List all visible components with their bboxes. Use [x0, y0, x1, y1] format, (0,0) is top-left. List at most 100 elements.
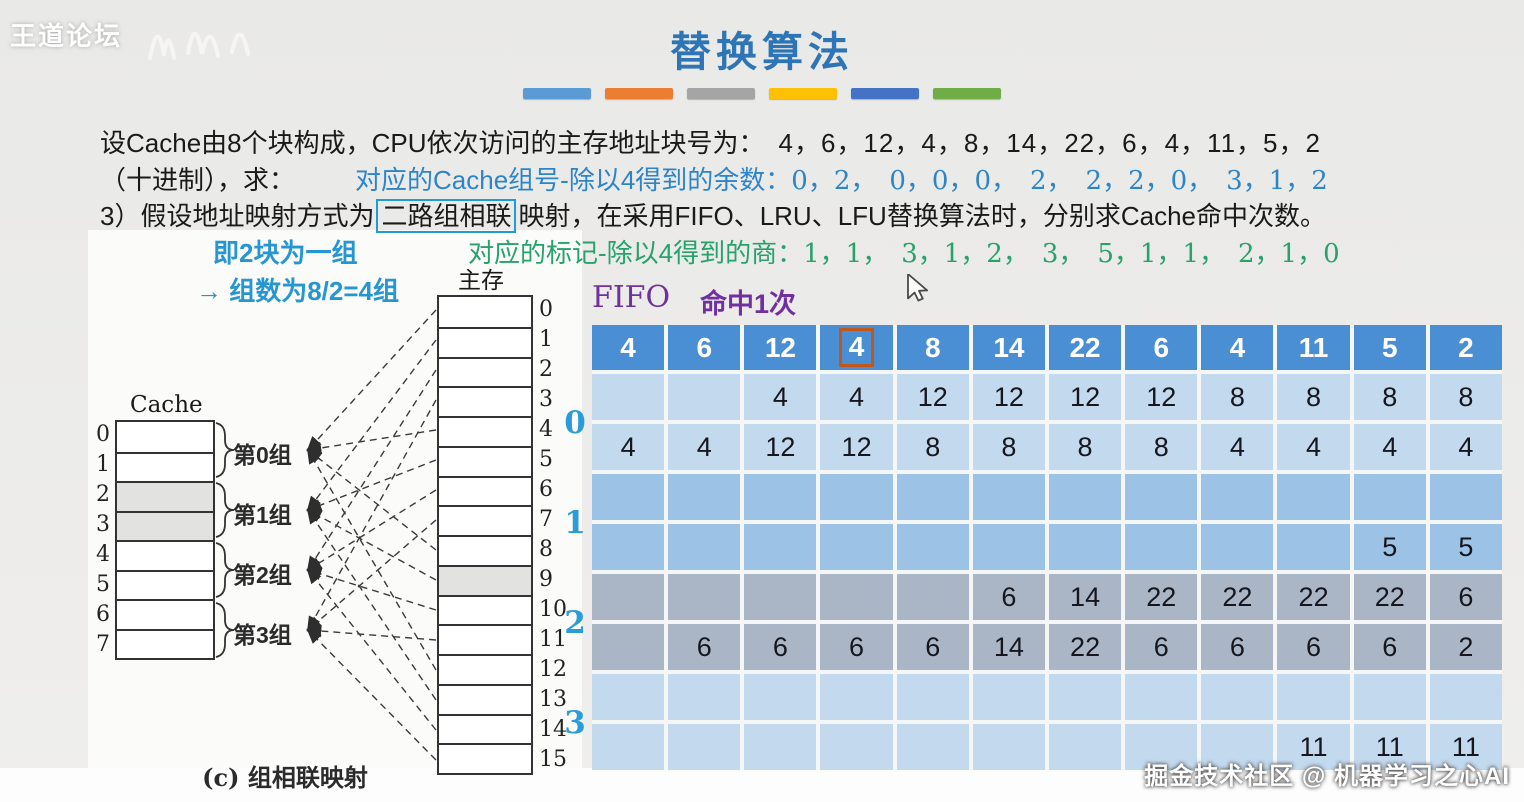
fifo-header-cell: 4 — [820, 325, 893, 370]
cache-row-number: 1 — [96, 452, 110, 477]
memory-label: 主存 — [458, 267, 504, 293]
cache-row-number: 7 — [96, 632, 110, 657]
fifo-cell — [1125, 474, 1198, 520]
fifo-cell: 4 — [592, 424, 665, 470]
memory-row-number: 4 — [539, 417, 553, 442]
fifo-cell — [1048, 524, 1122, 570]
memory-row-number: 5 — [539, 447, 553, 472]
cache-block-row — [117, 628, 213, 659]
tag-formula-label: 对应的标记-除以4得到的商： — [468, 238, 804, 268]
diagram-caption: (c) 组相联映射 — [202, 763, 368, 792]
fifo-cell — [1353, 674, 1426, 720]
fifo-cell — [1429, 474, 1502, 520]
tag-numbers: 1，1， 3，1，2， 3， 5，1，1， 2，1，0 — [803, 239, 1340, 269]
fifo-cell — [592, 574, 665, 620]
memory-row-number: 1 — [539, 327, 553, 352]
fifo-cell: 8 — [1125, 424, 1198, 470]
fifo-cell — [1048, 674, 1122, 720]
problem-line-3: 3）假设地址映射方式为 二路组相联 映射，在采用FIFO、LRU、LFU替换算法时，… — [100, 196, 1326, 233]
watermark-wangdao: 王道论坛 — [10, 21, 123, 51]
memory-box — [437, 295, 533, 775]
fifo-cell — [972, 524, 1045, 570]
fifo-cell — [668, 474, 741, 520]
fifo-cell: 12 — [744, 424, 817, 470]
memory-block-row — [439, 535, 531, 565]
fifo-cell — [1429, 674, 1502, 720]
accent-bar — [605, 88, 673, 99]
fifo-cell — [1201, 674, 1274, 720]
memory-row-number: 3 — [539, 387, 553, 412]
memory-block-row — [439, 564, 531, 595]
fifo-cell: 6 — [820, 624, 893, 670]
fifo-cell: 11 — [1429, 724, 1502, 770]
fifo-cell — [972, 674, 1045, 720]
fifo-cell: 6 — [896, 624, 969, 670]
fifo-cell: 5 — [1353, 524, 1426, 570]
fifo-cell: 6 — [668, 624, 741, 670]
accent-bar — [851, 88, 919, 99]
memory-row-number: 12 — [539, 657, 567, 682]
page-title: 替换算法 — [670, 28, 854, 76]
fifo-cell — [744, 574, 817, 620]
fifo-cell: 6 — [1125, 624, 1198, 670]
set-index-label: 1 — [564, 505, 586, 541]
fifo-cell — [820, 574, 893, 620]
problem-line1-text: 设Cache由8个块构成，CPU依次访问的主存地址块号为： — [100, 128, 765, 158]
fifo-cell — [1201, 474, 1274, 520]
fifo-cell: 2 — [1429, 624, 1502, 670]
mouse-cursor-icon — [907, 274, 929, 302]
fifo-cell — [592, 724, 665, 770]
fifo-cell — [1125, 724, 1198, 770]
problem-line-2: （十进制），求： 对应的Cache组号-除以4得到的余数：0，2， 0，0，0， … — [100, 160, 1328, 197]
fifo-cell: 6 — [1201, 624, 1274, 670]
memory-row-number: 8 — [539, 537, 553, 562]
fifo-cell: 6 — [1353, 624, 1426, 670]
fifo-cell: 8 — [1201, 374, 1274, 420]
fifo-cell — [896, 674, 969, 720]
fifo-cell: 4 — [1353, 424, 1426, 470]
note-set-count: → 组数为8/2=4组 — [196, 276, 400, 306]
memory-row-number: 13 — [539, 687, 567, 712]
problem-line3-prefix: 3）假设地址映射方式为 — [100, 201, 375, 231]
fifo-cell — [744, 474, 817, 520]
memory-row-number: 15 — [539, 747, 567, 772]
fifo-cell — [820, 724, 893, 770]
mapping-type-box: 二路组相联 — [376, 199, 517, 233]
fifo-cell: 22 — [1201, 574, 1274, 620]
accent-bars — [0, 88, 1524, 99]
fifo-cell: 22 — [1125, 574, 1198, 620]
fifo-cell: 8 — [1429, 374, 1502, 420]
memory-row-number: 7 — [539, 507, 553, 532]
fifo-cell — [820, 524, 893, 570]
fifo-header-cell: 6 — [668, 325, 741, 370]
fifo-header-cell: 14 — [972, 325, 1045, 370]
cache-row-number: 3 — [96, 512, 110, 537]
fifo-cell — [744, 724, 817, 770]
cache-set-formula-label: 对应的Cache组号-除以4得到的余数： — [355, 165, 792, 195]
group-label: 第1组 — [233, 502, 292, 528]
bottom-strip — [0, 768, 1524, 802]
fifo-algo-label: FIFO — [592, 280, 671, 315]
fifo-cell: 6 — [1277, 624, 1350, 670]
fifo-cell — [896, 524, 969, 570]
fifo-cell — [1277, 474, 1350, 520]
fifo-cell: 4 — [820, 374, 893, 420]
set-index-label: 2 — [564, 605, 586, 641]
fifo-cell: 6 — [972, 574, 1045, 620]
fifo-cell — [668, 524, 741, 570]
fifo-cell — [668, 374, 741, 420]
group-label: 第0组 — [233, 442, 292, 468]
fifo-cell: 12 — [1125, 374, 1198, 420]
fifo-cell: 8 — [1277, 374, 1350, 420]
fifo-cell: 12 — [972, 374, 1045, 420]
memory-block-row — [439, 297, 531, 327]
fifo-cell — [744, 524, 817, 570]
memory-row-number: 6 — [539, 477, 553, 502]
fifo-cell — [1125, 524, 1198, 570]
fifo-cell: 22 — [1353, 574, 1426, 620]
fifo-cell — [592, 374, 665, 420]
fifo-cell: 4 — [668, 424, 741, 470]
fifo-header-cell: 4 — [1201, 325, 1274, 370]
fifo-cell — [668, 724, 741, 770]
cache-row-number: 2 — [96, 482, 110, 507]
